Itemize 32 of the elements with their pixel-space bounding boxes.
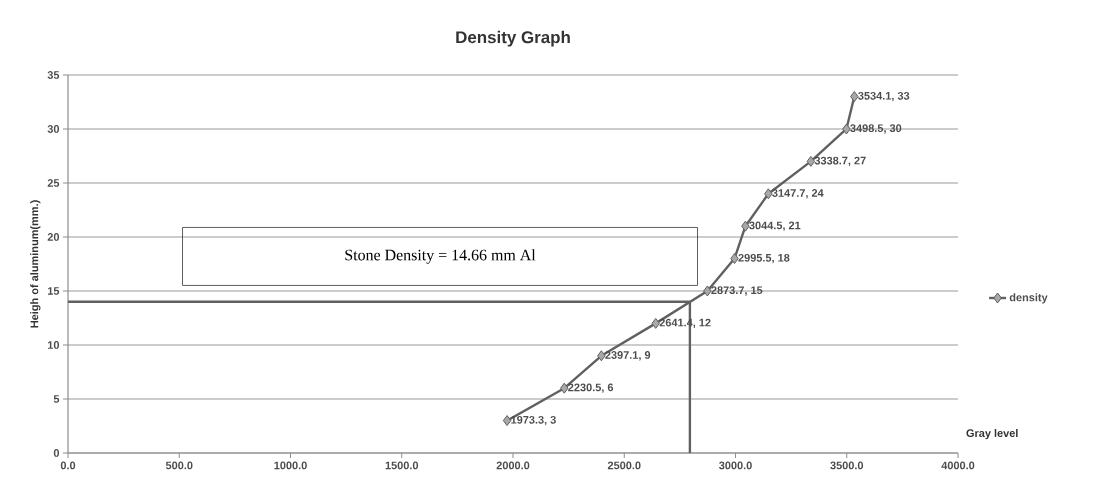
x-axis-title: Gray level (966, 428, 1018, 440)
y-axis-title: Heigh of aluminum(mm.) (30, 200, 41, 328)
y-tick-label: 30 (47, 125, 60, 133)
y-tick-label: 15 (47, 287, 60, 295)
x-tick-label: 1500.0 (385, 461, 419, 470)
chart-title: Density Graph (456, 30, 570, 47)
x-tick-label: 3500.0 (830, 461, 864, 470)
data-label: 3044.5, 21 (749, 221, 801, 231)
y-tick-label: 5 (53, 395, 60, 403)
x-tick-label: 3000.0 (719, 461, 752, 470)
y-tick-label: 10 (47, 341, 60, 349)
x-tick-label: 0.0 (60, 461, 76, 470)
data-label: 3534.1, 33 (858, 91, 910, 102)
legend-label: density (1009, 293, 1048, 304)
y-tick-label: 35 (47, 71, 60, 79)
data-label: 2397.1, 9 (605, 351, 651, 361)
data-label: 2995.5, 18 (738, 253, 790, 264)
data-label: 3338.7, 27 (814, 156, 866, 167)
y-tick-label: 25 (47, 179, 60, 187)
y-tick-label: 20 (47, 233, 60, 241)
x-tick-label: 2500.0 (607, 461, 641, 470)
data-label: 3498.5, 30 (850, 124, 902, 134)
data-label: 2230.5, 6 (568, 383, 614, 393)
data-label: 2873.7, 15 (711, 286, 763, 296)
x-tick-label: 1000.0 (274, 461, 307, 470)
annotation: Stone Density = 14.66 mm Al (345, 249, 536, 264)
data-label: 1973.3, 3 (511, 415, 556, 426)
data-label: 3147.7, 24 (772, 189, 824, 199)
x-tick-label: 500.0 (165, 461, 193, 470)
y-tick-label: 0 (53, 449, 60, 457)
x-tick-label: 2000.0 (496, 461, 530, 470)
x-tick-label: 4000.0 (941, 461, 975, 470)
